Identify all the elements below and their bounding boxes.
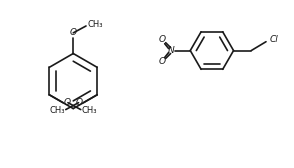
- Text: N: N: [168, 46, 175, 55]
- Text: O: O: [75, 98, 83, 107]
- Text: Cl: Cl: [270, 35, 279, 44]
- Text: CH₃: CH₃: [82, 106, 97, 115]
- Text: O: O: [70, 28, 77, 37]
- Text: CH₃: CH₃: [87, 20, 103, 30]
- Text: O: O: [158, 57, 165, 66]
- Text: CH₃: CH₃: [49, 106, 65, 115]
- Text: O: O: [158, 35, 165, 44]
- Text: O: O: [64, 98, 71, 107]
